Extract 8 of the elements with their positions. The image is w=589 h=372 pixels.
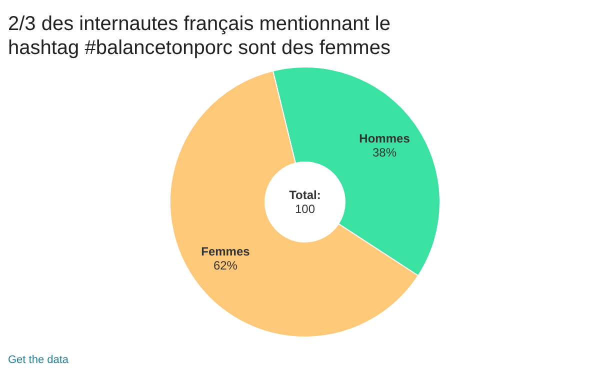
text: Get the data bbox=[8, 354, 70, 366]
chart-title: 2/3 des internautes français mentionnant le hashtag #balancetonporc sont des femmes bbox=[8, 13, 390, 59]
data-label: 38% bbox=[372, 146, 397, 160]
text: 100 bbox=[294, 202, 316, 216]
data-label: 62% bbox=[213, 258, 238, 272]
slice-label: Hommes bbox=[359, 132, 410, 146]
slice-label: Femmes bbox=[201, 244, 250, 258]
text: Total: bbox=[289, 188, 321, 202]
